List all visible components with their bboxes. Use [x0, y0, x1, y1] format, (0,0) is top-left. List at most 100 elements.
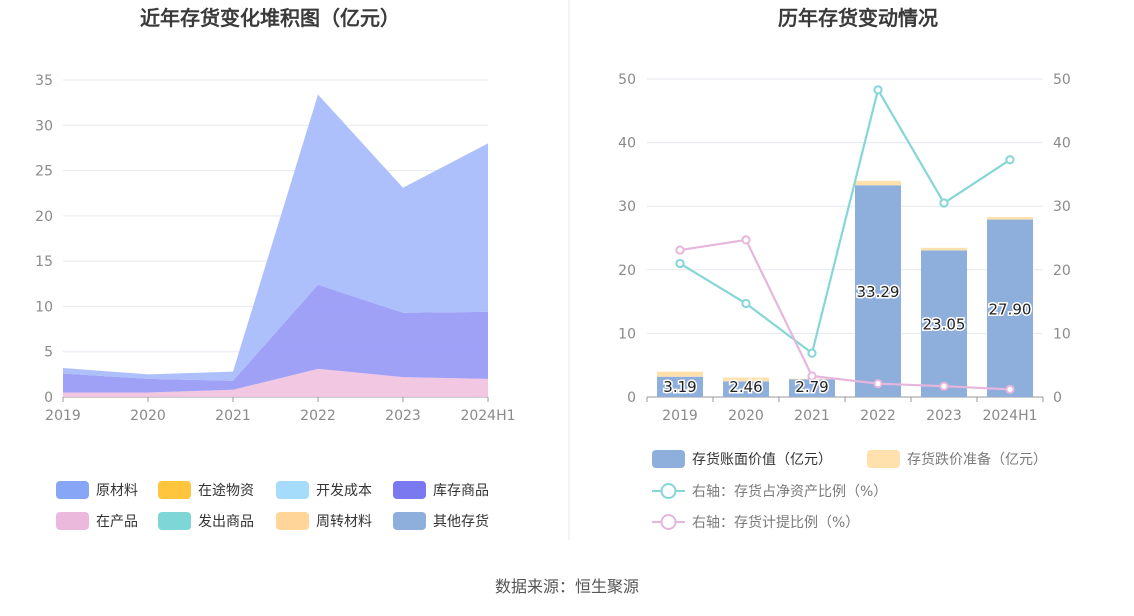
right-right-y-tick-label: 0 — [1053, 390, 1062, 406]
line-point — [675, 245, 685, 255]
left-x-tick-label: 2023 — [385, 408, 421, 424]
left-legend-item[interactable]: 库存商品 — [393, 481, 489, 499]
left-y-tick-label: 35 — [35, 73, 53, 89]
right-grid — [647, 78, 1043, 398]
left-legend-swatch — [393, 481, 426, 499]
bar-value-label: 2.79 — [795, 378, 828, 396]
right-left-y-tick-label: 40 — [618, 136, 636, 152]
right-chart-title: 历年存货变动情况 — [778, 6, 938, 30]
left-legend-label: 其他存货 — [433, 513, 489, 530]
line-point — [807, 348, 817, 358]
left-x-tick-label: 2021 — [215, 408, 251, 424]
left-legend-label: 发出商品 — [198, 514, 254, 530]
left-legend-swatch — [56, 481, 89, 499]
line-point — [939, 198, 949, 208]
line-point — [939, 381, 949, 391]
right-left-y-tick-label: 20 — [618, 263, 636, 279]
left-legend-swatch — [393, 512, 426, 530]
left-chart-title: 近年存货变化堆积图（亿元） — [140, 6, 400, 30]
right-right-y-tick-label: 40 — [1053, 136, 1071, 152]
left-legend-item[interactable]: 在产品 — [56, 512, 138, 530]
bar-value-label: 23.05 — [923, 316, 966, 334]
left-areas — [63, 94, 488, 397]
left-legend-swatch — [158, 481, 191, 499]
right-bar-labels: 3.19 2.46 2.79 33.29 23.05 27.90 — [662, 282, 1033, 398]
right-legend-item[interactable]: 存货跌价准备（亿元） — [867, 450, 1047, 468]
line-series-右轴：存货占净资产比例（%） — [679, 86, 1011, 355]
right-legend-item[interactable]: 存货账面价值（亿元） — [652, 450, 832, 468]
right-lines — [675, 85, 1015, 394]
right-left-y-tick-label: 30 — [618, 199, 636, 215]
line-point — [873, 379, 883, 389]
left-y-tick-label: 20 — [35, 209, 53, 225]
right-legend-swatch — [652, 450, 685, 468]
bar-value-label: 27.90 — [989, 300, 1032, 318]
left-y-tick-label: 10 — [35, 299, 53, 315]
left-legend-label: 在产品 — [96, 514, 138, 530]
right-legend-label: 右轴：存货占净资产比例（%） — [692, 483, 887, 500]
bar-book-value — [723, 381, 769, 397]
left-y-tick-label: 0 — [44, 390, 53, 406]
bar-impairment-reserve — [987, 217, 1033, 220]
bar-book-value — [987, 219, 1033, 397]
left-legend-label: 开发成本 — [316, 483, 372, 499]
line-point — [1005, 155, 1015, 165]
right-left-y-tick-label: 10 — [618, 326, 636, 342]
bar-book-value — [921, 250, 967, 397]
area-series-库存商品 — [63, 284, 488, 393]
left-y-tick-label: 5 — [44, 345, 53, 361]
bar-impairment-reserve — [723, 377, 769, 382]
data-source: 数据来源：恒生聚源 — [495, 577, 639, 596]
bar-impairment-reserve — [657, 371, 703, 377]
right-legend-item[interactable]: 右轴：存货占净资产比例（%） — [652, 483, 887, 500]
left-legend-item[interactable]: 其他存货 — [393, 512, 489, 530]
left-x-tick-label: 2024H1 — [460, 408, 515, 424]
left-y-tick-label: 15 — [35, 254, 53, 270]
left-y-tick-label: 25 — [35, 164, 53, 180]
right-left-y-axis: 0 10 20 30 40 50 — [618, 72, 636, 406]
right-legend-marker — [660, 514, 677, 530]
right-right-y-tick-label: 10 — [1053, 326, 1071, 342]
left-y-axis: 0 5 10 15 20 25 30 35 — [35, 73, 53, 406]
left-legend-item[interactable]: 开发成本 — [276, 481, 372, 499]
right-x-tick-label: 2023 — [926, 408, 962, 424]
bar-book-value — [657, 376, 703, 397]
left-legend-label: 在途物资 — [198, 482, 254, 499]
left-legend-item[interactable]: 发出商品 — [158, 512, 254, 530]
bar-impairment-reserve — [921, 247, 967, 251]
left-y-tick-label: 30 — [35, 118, 53, 134]
left-legend-label: 周转材料 — [316, 514, 372, 530]
right-x-tick-label: 2021 — [794, 408, 830, 424]
left-x-tick-label: 2019 — [45, 408, 81, 424]
right-x-axis: 2019 2020 2021 2022 2023 2024H1 — [646, 397, 1044, 424]
right-right-y-tick-label: 30 — [1053, 199, 1071, 215]
right-x-tick-label: 2024H1 — [982, 408, 1037, 424]
right-legend-label: 存货跌价准备（亿元） — [907, 451, 1047, 468]
bar-impairment-reserve — [855, 180, 901, 186]
area-series-原材料 — [63, 94, 488, 381]
line-point — [1005, 384, 1015, 394]
left-legend-item[interactable]: 在途物资 — [158, 481, 254, 499]
bar-book-value — [789, 379, 835, 397]
area-series-在产品 — [63, 368, 488, 397]
right-left-y-tick-label: 0 — [627, 390, 636, 406]
line-point — [741, 235, 751, 245]
right-x-tick-label: 2022 — [860, 408, 896, 424]
left-legend-swatch — [276, 512, 309, 530]
right-right-y-axis: 0 10 20 30 40 50 — [1053, 72, 1071, 406]
left-x-axis: 2019 2020 2021 2022 2023 2024H1 — [45, 397, 516, 424]
left-legend-item[interactable]: 原材料 — [56, 481, 138, 499]
line-point — [807, 371, 817, 381]
right-legend-item[interactable]: 右轴：存货计提比例（%） — [652, 514, 859, 531]
right-legend-swatch — [867, 450, 900, 468]
bar-book-value — [855, 185, 901, 397]
right-bars — [657, 180, 1033, 397]
left-legend-item[interactable]: 周转材料 — [276, 512, 372, 530]
right-legend-label: 右轴：存货计提比例（%） — [692, 514, 859, 531]
line-point — [873, 85, 883, 95]
right-legend: 存货账面价值（亿元） 存货跌价准备（亿元） 右轴：存货占净资产比例（%） 右轴：存货计… — [652, 450, 1047, 531]
right-right-y-tick-label: 50 — [1053, 72, 1071, 88]
left-x-tick-label: 2022 — [300, 408, 336, 424]
left-legend-swatch — [56, 512, 89, 530]
